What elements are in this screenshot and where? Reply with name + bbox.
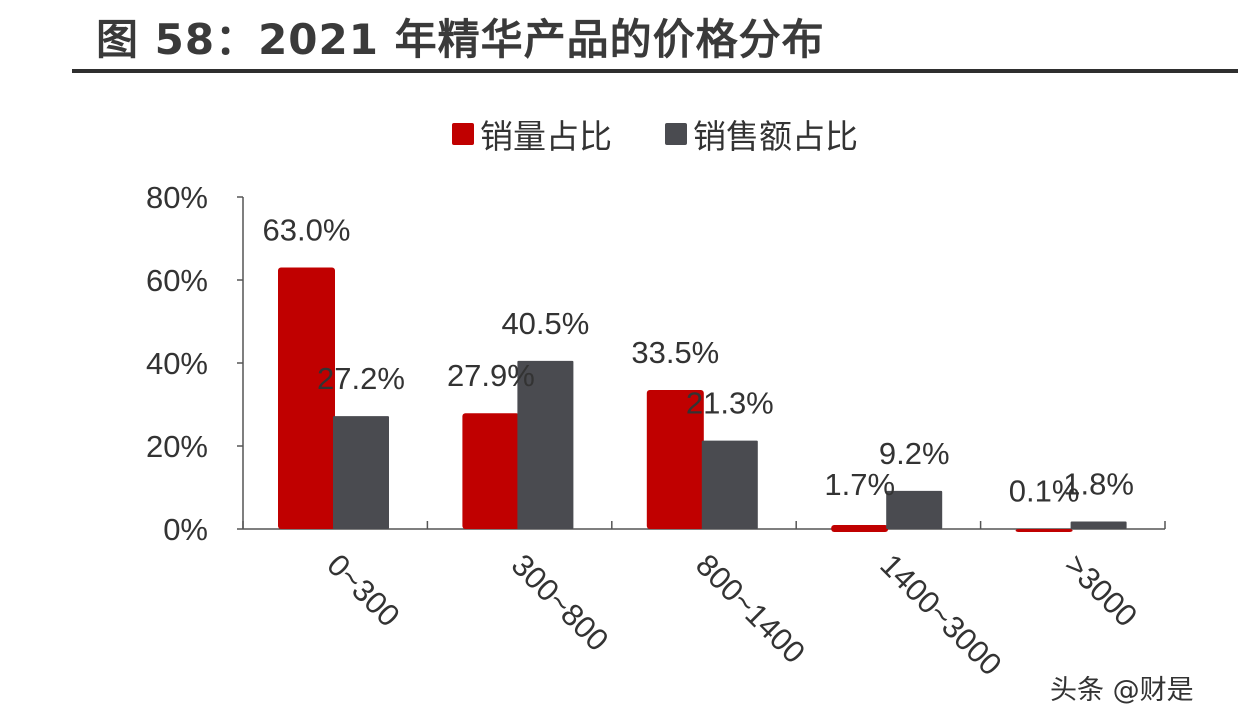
watermark: 头条 @财是 [1050, 675, 1194, 706]
bar-sales-amount [1070, 521, 1127, 529]
bar-sales-volume [462, 413, 520, 529]
legend-label: 销售额占比 [693, 118, 858, 155]
bar-sales-volume [1015, 529, 1073, 532]
title-underline [72, 69, 1238, 73]
data-label: 40.5% [501, 306, 589, 341]
legend-swatch [665, 123, 687, 145]
data-label: 1.8% [1063, 467, 1134, 502]
x-tick-label: 1400~3000 [873, 547, 1008, 682]
data-label: 1.7% [824, 467, 895, 502]
data-label: 33.5% [631, 335, 719, 370]
y-tick-label: 20% [146, 429, 208, 464]
x-tick-label: 300~800 [505, 547, 616, 658]
bar-sales-volume [831, 524, 889, 532]
data-label: 9.2% [879, 436, 950, 471]
x-tick-label: 800~1400 [689, 547, 812, 670]
bar-sales-amount [701, 440, 758, 529]
y-tick-label: 0% [163, 512, 208, 547]
figure-title: 图 58：2021 年精华产品的价格分布 [96, 15, 825, 64]
legend-swatch [452, 123, 474, 145]
data-label: 21.3% [686, 386, 774, 421]
data-label: 27.2% [317, 361, 405, 396]
y-tick-label: 60% [146, 263, 208, 298]
data-label: 0.1% [1009, 474, 1080, 509]
x-tick-label: 0~300 [320, 547, 406, 633]
data-label: 63.0% [263, 213, 351, 248]
bar-sales-amount [333, 416, 389, 529]
x-tick-label: >3000 [1058, 547, 1144, 633]
bar-sales-volume [646, 389, 704, 529]
y-tick-label: 40% [146, 346, 208, 381]
bar-sales-amount [886, 490, 943, 529]
legend-label: 销量占比 [480, 118, 612, 155]
y-tick-label: 80% [146, 180, 208, 215]
data-label: 27.9% [447, 358, 535, 393]
bar-sales-amount [517, 360, 574, 529]
bar-sales-volume [278, 267, 335, 529]
